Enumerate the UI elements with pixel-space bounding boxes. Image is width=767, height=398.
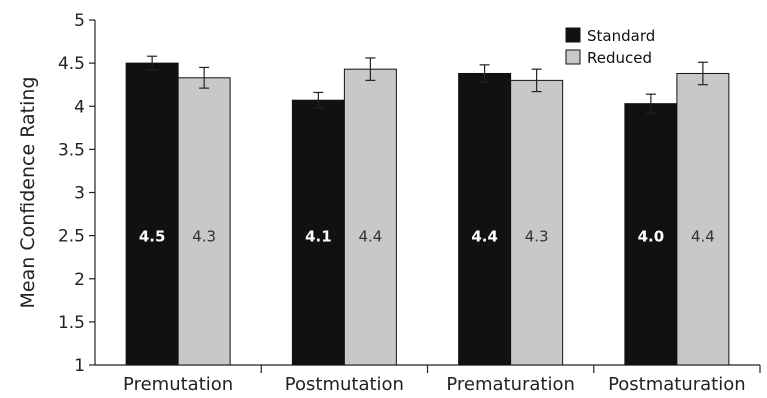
x-tick-label: Postmutation xyxy=(285,374,404,395)
y-tick-label: 5 xyxy=(74,11,85,31)
y-axis-title: Mean Confidence Rating xyxy=(17,77,39,309)
bars xyxy=(125,62,730,366)
x-tick-label: Premutation xyxy=(123,374,233,395)
data-label: 4.4 xyxy=(471,228,498,246)
bar-standard xyxy=(291,99,345,366)
y-tick-label: 1.5 xyxy=(58,313,85,333)
axes: 1 1.5 2 2.5 3 3.5 4 4.5 5 Mean Confidence Rating P… xyxy=(17,11,761,395)
data-label: 4.4 xyxy=(358,228,382,246)
y-tick-label: 1 xyxy=(74,356,85,376)
legend: Standard Reduced xyxy=(565,27,655,67)
bar-reduced xyxy=(343,68,397,366)
data-label: 4.4 xyxy=(691,228,715,246)
legend-swatch-standard xyxy=(565,27,581,43)
y-tick-label: 3 xyxy=(74,184,85,204)
legend-label: Standard xyxy=(587,27,655,45)
y-tick-label: 4 xyxy=(74,97,85,117)
bar-reduced xyxy=(177,77,231,366)
data-label: 4.0 xyxy=(638,228,665,246)
y-tick-label: 3.5 xyxy=(58,140,85,160)
legend-swatch-reduced xyxy=(565,49,581,65)
legend-label: Reduced xyxy=(587,49,652,67)
bar-reduced xyxy=(510,79,564,366)
y-tick-label: 2 xyxy=(74,270,85,290)
data-label: 4.3 xyxy=(192,228,216,246)
error-bars xyxy=(147,55,708,114)
bar-reduced xyxy=(676,72,730,366)
y-tick-label: 4.5 xyxy=(58,54,85,74)
x-tick-label: Postmaturation xyxy=(608,374,746,395)
bar-standard xyxy=(125,62,179,366)
data-labels: 4.5 4.3 4.1 4.4 4.4 4.3 4.0 4.4 xyxy=(139,228,715,246)
bar-standard xyxy=(458,72,512,366)
data-label: 4.3 xyxy=(525,228,549,246)
x-tick-label: Prematuration xyxy=(446,374,575,395)
y-tick-label: 2.5 xyxy=(58,227,85,247)
bar-standard xyxy=(624,103,678,366)
data-label: 4.1 xyxy=(305,228,332,246)
data-label: 4.5 xyxy=(139,228,166,246)
